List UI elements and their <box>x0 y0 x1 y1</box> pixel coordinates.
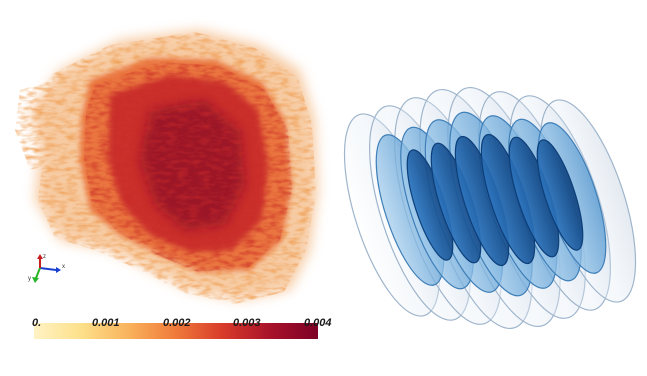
isosurface-helix <box>343 86 637 330</box>
colorbar-gradient <box>34 323 318 339</box>
axis-z-label: z <box>43 254 46 260</box>
axis-z-arrow <box>37 254 43 259</box>
volume-rendering <box>15 30 318 304</box>
axes-gizmo: x z y <box>28 254 65 283</box>
inner-shell-ring <box>536 139 584 251</box>
axis-y-arrow <box>32 277 39 283</box>
axis-y-label: y <box>28 276 31 282</box>
axis-x-line <box>39 267 57 271</box>
axis-x-label: x <box>62 264 65 270</box>
colorbar-tick-0: 0. <box>32 317 41 329</box>
colorbar-tick-3: 0.003 <box>233 317 261 329</box>
axis-y-line <box>35 267 41 279</box>
colorbar-tick-4: 0.004 <box>304 317 332 329</box>
axis-x-arrow <box>56 267 61 273</box>
inner-shell-rings <box>406 133 584 267</box>
colorbar-tick-2: 0.002 <box>163 317 191 329</box>
colorbar-tick-1: 0.001 <box>92 317 120 329</box>
volume-speckle-detail <box>84 62 292 272</box>
colorbar: 0. 0.001 0.002 0.003 0.004 <box>32 317 332 339</box>
